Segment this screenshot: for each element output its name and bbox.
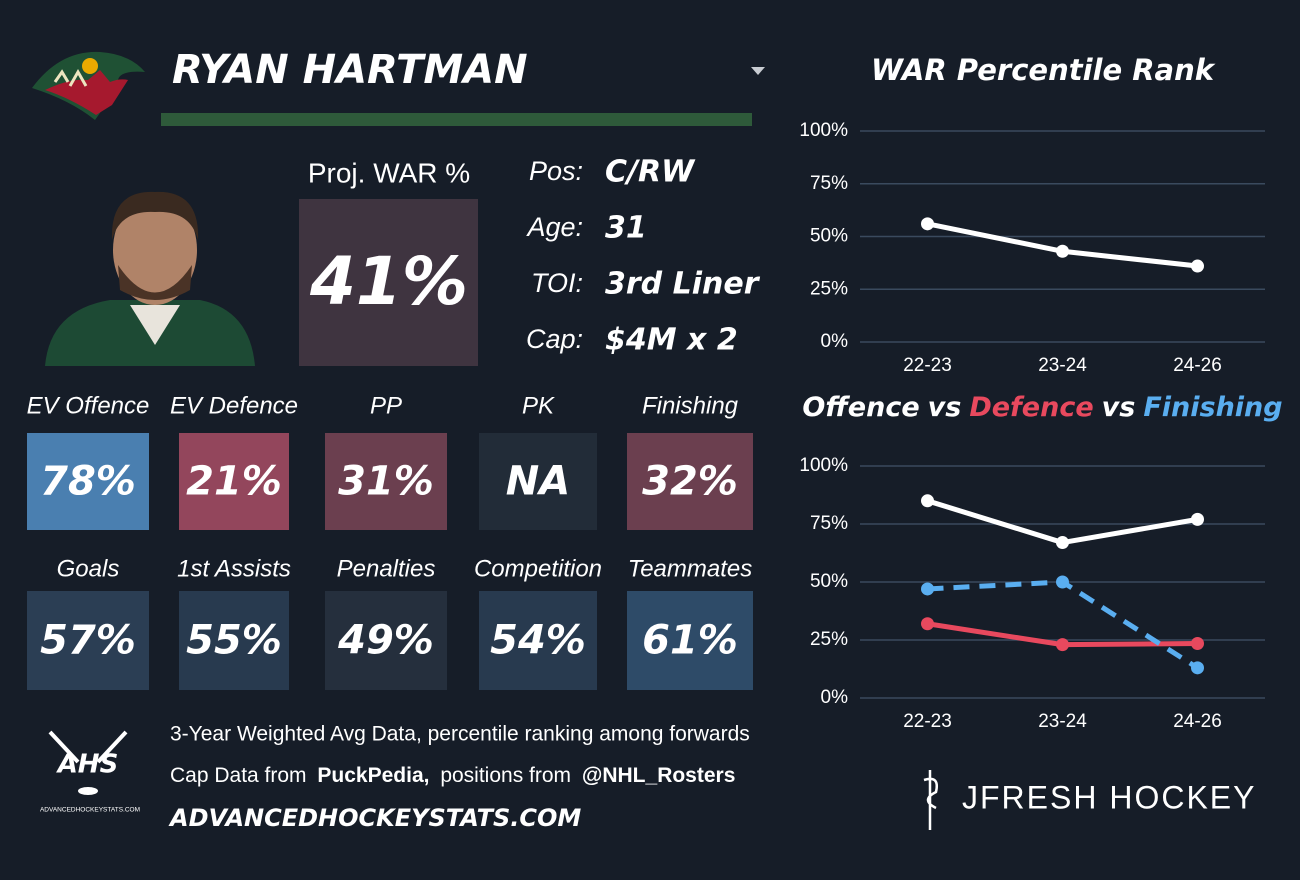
data-point [1191, 661, 1204, 675]
data-point [921, 617, 934, 631]
team-bar [161, 113, 752, 126]
ahs-logo: AHS ADVANCEDHOCKEYSTATS.COM [40, 730, 140, 814]
tile-label: EV Offence [27, 392, 150, 419]
tile-value: 55% [186, 618, 282, 664]
tile-label: 1st Assists [177, 555, 291, 582]
x-tick-label: 24-26 [1173, 711, 1222, 732]
y-tick-label: 0% [821, 331, 849, 352]
y-tick-label: 75% [810, 173, 848, 194]
y-tick-label: 50% [810, 571, 848, 592]
data-point [1056, 575, 1069, 589]
tile-value: 78% [40, 459, 136, 505]
tile [479, 433, 597, 530]
tile-value: 31% [338, 459, 434, 505]
x-tick-label: 23-24 [1038, 355, 1087, 376]
legend-entry: Defence [969, 392, 1093, 423]
summary-box [299, 199, 478, 366]
legend-entry: Offence [802, 392, 919, 423]
data-point [1191, 512, 1204, 526]
tile [27, 591, 149, 690]
y-tick-label: 75% [810, 513, 848, 534]
dropdown-arrow[interactable] [751, 67, 765, 75]
tile-value: 54% [490, 618, 586, 664]
brand-logo [923, 770, 938, 830]
chart-title: WAR Percentile Rank [871, 53, 1216, 87]
ahs-logo-text: AHS [56, 750, 119, 780]
info-value: 3rd Liner [605, 267, 761, 302]
tile-value: 32% [642, 459, 738, 505]
data-point [1056, 244, 1069, 258]
tile-value: 57% [40, 618, 136, 664]
info-value: 31 [605, 211, 647, 246]
y-tick-label: 50% [810, 226, 848, 247]
data-point [1056, 638, 1069, 652]
data-point [921, 494, 934, 508]
info-label: Pos: [529, 156, 583, 186]
tile-value: NA [506, 459, 570, 505]
player-name: RYAN HARTMAN [172, 47, 528, 93]
team-logo [32, 51, 145, 120]
footer-text: Cap Data from [170, 764, 307, 787]
y-tick-label: 0% [821, 687, 849, 708]
footer-site[interactable]: ADVANCEDHOCKEYSTATS.COM [168, 804, 581, 832]
title-separator: vs [928, 392, 962, 423]
summary-value: 41% [309, 243, 468, 320]
tile-label: PP [370, 392, 402, 419]
tile-label: Competition [474, 555, 602, 582]
footer-cap-source: Cap Data from PuckPedia, positions from … [170, 764, 735, 787]
summary-label: Proj. WAR % [308, 157, 470, 188]
tile-label: PK [522, 392, 555, 419]
tile [179, 433, 289, 530]
info-value: C/RW [605, 155, 696, 190]
footer-note: 3-Year Weighted Avg Data, percentile ran… [170, 723, 750, 746]
footer-text: positions from [440, 764, 571, 787]
tile-label: Penalties [337, 555, 436, 582]
ahs-logo-sub: ADVANCEDHOCKEYSTATS.COM [40, 807, 140, 814]
tile [627, 591, 753, 690]
tile [479, 591, 597, 690]
tile [179, 591, 289, 690]
info-label: Cap: [526, 324, 583, 354]
y-tick-label: 25% [810, 629, 848, 650]
tile-label: Goals [57, 555, 120, 582]
x-tick-label: 22-23 [903, 711, 952, 732]
data-point [1191, 259, 1204, 273]
tile-value: 49% [337, 618, 434, 664]
tile-value: 61% [642, 618, 738, 664]
tile-label: EV Defence [170, 392, 298, 419]
tile [27, 433, 149, 530]
tile [325, 591, 447, 690]
y-tick-label: 100% [799, 455, 848, 476]
x-tick-label: 23-24 [1038, 711, 1087, 732]
tile-label: Finishing [642, 392, 739, 419]
x-tick-label: 24-26 [1173, 355, 1222, 376]
info-value: $4M x 2 [605, 323, 738, 358]
tile [627, 433, 753, 530]
chart-title: Offence vs Defence vs Finishing [802, 392, 1282, 423]
footer-link[interactable]: PuckPedia, [317, 764, 429, 787]
data-point [921, 582, 934, 596]
title-separator: vs [1102, 392, 1136, 423]
y-tick-label: 100% [799, 120, 848, 141]
info-label: TOI: [531, 268, 583, 298]
footer-link[interactable]: @NHL_Rosters [582, 764, 736, 787]
tile-value: 21% [186, 459, 282, 505]
info-label: Age: [525, 212, 583, 242]
player-photo [45, 191, 255, 366]
legend-entry: Finishing [1143, 392, 1282, 423]
data-point [1056, 536, 1069, 550]
x-tick-label: 22-23 [903, 355, 952, 376]
brand-text: JFRESH HOCKEY [962, 779, 1256, 815]
data-point [1191, 636, 1204, 650]
tile-label: Teammates [628, 555, 753, 582]
y-tick-label: 25% [810, 278, 848, 299]
tile [325, 433, 447, 530]
data-point [921, 217, 934, 231]
